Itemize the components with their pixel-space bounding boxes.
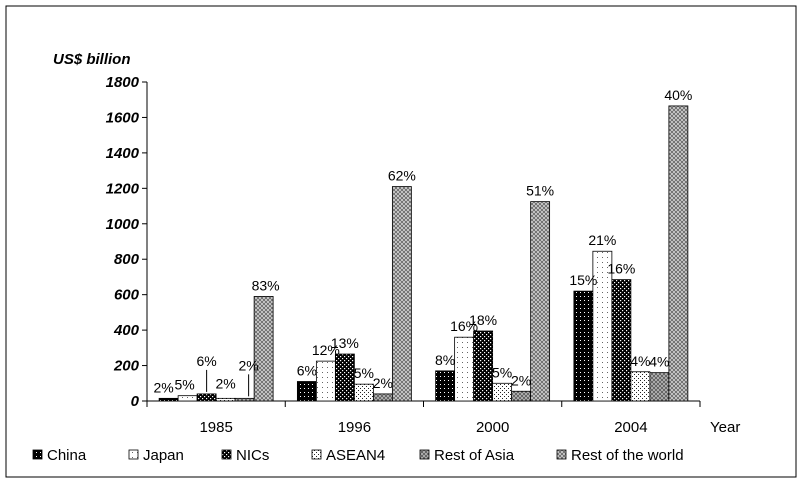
legend-swatch-japan — [128, 449, 139, 460]
bar-restworld-1996 — [391, 186, 412, 402]
bar-nics-1996 — [334, 353, 355, 402]
legend-swatch-asean — [311, 449, 322, 460]
y-axis: 0 200 400 600 800 1000 1200 1400 1600 1800 — [106, 74, 148, 410]
x-axis-title: Year — [710, 419, 740, 436]
bar-restworld-2004 — [668, 105, 689, 402]
legend-label: Rest of Asia — [434, 447, 515, 464]
data-label: 2% — [373, 375, 393, 391]
bar-restasia-2000 — [511, 390, 532, 402]
bar-asean-2000 — [492, 382, 513, 402]
data-label: 4% — [649, 354, 669, 370]
bar-china-1996 — [296, 381, 317, 402]
data-label: 6% — [297, 363, 317, 379]
data-label: 16% — [450, 318, 478, 334]
data-label: 15% — [569, 272, 597, 288]
data-label: 16% — [607, 261, 635, 277]
data-label: 5% — [175, 377, 195, 393]
data-label: 5% — [492, 364, 512, 380]
y-tick-label: 800 — [114, 251, 140, 268]
legend-swatch-china — [32, 449, 43, 460]
bar-restworld-1985 — [253, 296, 274, 402]
data-label: 21% — [588, 232, 616, 248]
x-tick-label: 2004 — [614, 419, 647, 436]
bar-japan-2000 — [454, 336, 475, 402]
legend-label: Japan — [143, 447, 184, 464]
data-label: 83% — [252, 277, 280, 293]
bar-restasia-1996 — [372, 393, 393, 402]
data-labels-group: 2%6%8%15%5%12%16%21%6%13%18%16%2%5% 5%4%2… — [154, 87, 692, 397]
bar-nics-2000 — [473, 330, 494, 402]
bar-nics-2004 — [611, 279, 632, 402]
data-label: 13% — [331, 335, 359, 351]
bar-asean-2004 — [630, 371, 651, 402]
data-label: 12% — [312, 342, 340, 358]
data-label: 62% — [388, 168, 416, 184]
y-tick-label: 1800 — [106, 74, 140, 91]
y-tick-label: 1400 — [106, 145, 140, 162]
x-tick-label: 1985 — [199, 419, 232, 436]
data-label: 5% — [354, 365, 374, 381]
data-label: 2% — [511, 372, 531, 388]
legend-label: Rest of the world — [571, 447, 684, 464]
legend-label: ASEAN4 — [326, 447, 385, 464]
bar-china-2004 — [573, 290, 594, 402]
bars-group — [158, 105, 689, 402]
bar-japan-1985 — [177, 395, 198, 402]
y-tick-label: 1200 — [106, 180, 140, 197]
data-label: 18% — [469, 312, 497, 328]
legend-swatch-restworld — [556, 449, 567, 460]
legend-swatch-restasia — [419, 449, 430, 460]
bar-asean-1996 — [353, 383, 374, 402]
legend-label: China — [47, 447, 87, 464]
data-label: 8% — [435, 352, 455, 368]
y-tick-label: 400 — [113, 322, 140, 339]
data-label: 51% — [526, 183, 554, 199]
legend: China Japan NICs ASEAN4 Rest of Asia Rest of … — [32, 447, 684, 464]
y-axis-title: US$ billion — [53, 51, 131, 68]
data-label: 6% — [197, 353, 217, 369]
y-tick-label: 0 — [131, 393, 140, 410]
legend-label: NICs — [236, 447, 269, 464]
x-tick-label: 1996 — [338, 419, 371, 436]
legend-swatch-nics — [221, 449, 232, 460]
data-label: 2% — [239, 357, 259, 373]
bar-china-2000 — [435, 370, 456, 402]
data-label: 4% — [630, 353, 650, 369]
data-label: 2% — [154, 379, 174, 395]
y-tick-label: 1000 — [106, 216, 140, 233]
data-label: 2% — [216, 375, 236, 391]
bar-nics-1985 — [196, 393, 217, 402]
bar-asean-1985 — [215, 397, 236, 402]
y-tick-label: 600 — [114, 287, 140, 304]
bar-japan-1996 — [315, 360, 336, 402]
bar-restasia-1985 — [234, 397, 255, 402]
bar-restworld-2000 — [530, 201, 551, 402]
bar-restasia-2004 — [649, 372, 670, 402]
x-tick-label: 2000 — [476, 419, 509, 436]
y-tick-label: 1600 — [106, 109, 140, 126]
bar-china-1985 — [158, 397, 179, 402]
data-label: 40% — [664, 87, 692, 103]
y-tick-label: 200 — [113, 358, 140, 375]
